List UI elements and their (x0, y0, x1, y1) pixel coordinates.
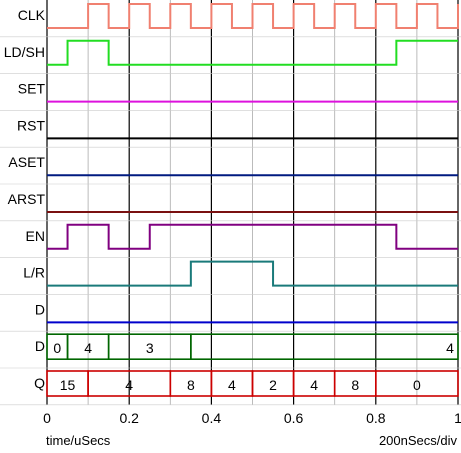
axis-tick-label: 1 (454, 410, 461, 426)
signal-row: EN (0, 223, 461, 258)
bus-value: 8 (187, 377, 195, 393)
signal-row: Q 15 4 8 4 2 4 8 0 (0, 370, 461, 406)
waveform (47, 223, 458, 250)
bus-segment (374, 370, 459, 397)
axis-tick-label: 0.6 (284, 410, 304, 426)
waveform (47, 3, 459, 29)
signal-label: CLK (18, 7, 46, 23)
time-per-div-label: 200nSecs/div (378, 433, 457, 448)
signal-label: LD/SH (4, 44, 45, 60)
axis-tick-label: 0 (43, 410, 51, 426)
bus-value: 4 (84, 340, 92, 356)
bus-value: 4 (125, 377, 133, 393)
bus-value: 15 (60, 377, 76, 393)
waveform (47, 39, 458, 66)
axis-tick-label: 0.2 (119, 410, 139, 426)
signal-label: ARST (8, 191, 46, 207)
bus-value: 8 (351, 377, 359, 393)
bus-value: 4 (310, 377, 318, 393)
signal-row: ASET (0, 154, 461, 185)
bus-value: 3 (146, 340, 154, 356)
signal-label: ASET (8, 154, 45, 170)
signal-label: RST (17, 117, 45, 133)
axis-tick-label: 0.8 (366, 410, 386, 426)
signal-label: SET (18, 81, 46, 97)
bus-value: 4 (228, 377, 236, 393)
signal-label: L/R (23, 265, 45, 281)
bus-value: 2 (269, 377, 277, 393)
signal-row: L/R (0, 260, 461, 295)
signal-row: CLK (0, 3, 461, 38)
time-unit-label: time/uSecs (46, 433, 111, 448)
bus-segment (190, 333, 459, 361)
bus-value: 4 (446, 340, 454, 356)
signal-row: SET (0, 81, 461, 111)
signal-label: D (35, 338, 45, 354)
time-axis: 0 0.2 0.4 0.6 0.8 1 (43, 410, 461, 426)
signal-row: D (0, 301, 461, 332)
signal-label: D (35, 301, 45, 317)
axis-tick-label: 0.4 (202, 410, 222, 426)
signal-label: EN (26, 228, 45, 244)
signal-label: Q (34, 375, 45, 391)
signal-row: RST (0, 117, 461, 148)
bus-value: 0 (53, 340, 61, 356)
grid-lines (46, 0, 459, 405)
waveform (47, 260, 458, 287)
signal-row: LD/SH (0, 39, 461, 74)
bus-value: 0 (413, 377, 421, 393)
signal-row: ARST (0, 191, 461, 222)
